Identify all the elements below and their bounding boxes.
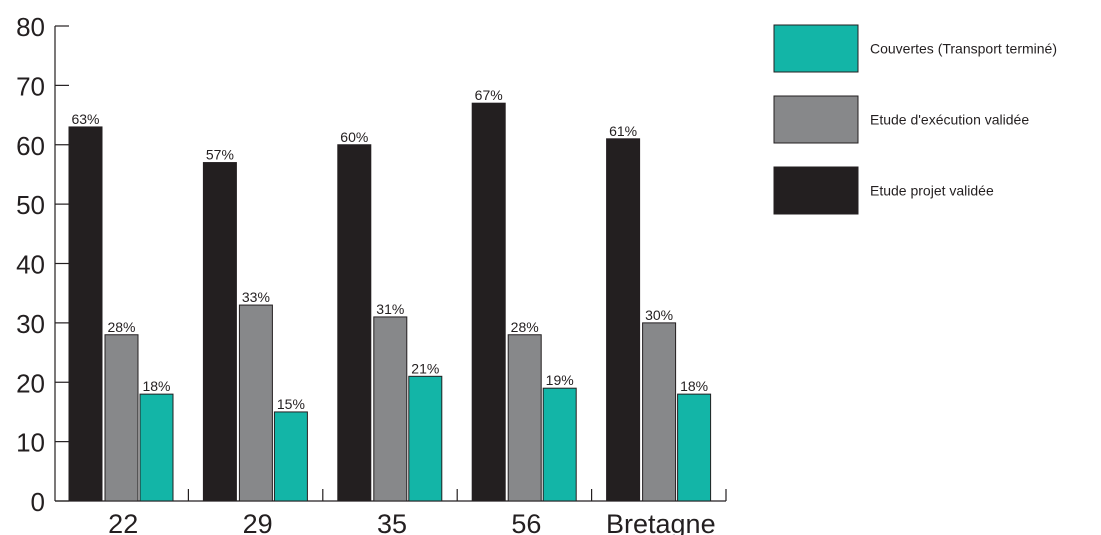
y-tick-label: 60 bbox=[16, 131, 45, 161]
data-label: 15% bbox=[277, 396, 305, 412]
data-label: 21% bbox=[411, 360, 439, 376]
x-tick-label: Bretagne bbox=[606, 509, 716, 535]
bar bbox=[104, 334, 139, 502]
data-label: 19% bbox=[546, 372, 574, 388]
y-tick-label: 80 bbox=[16, 12, 45, 42]
bar bbox=[373, 316, 408, 502]
data-label: 31% bbox=[376, 301, 404, 317]
data-label: 61% bbox=[609, 123, 637, 139]
legend-label: Couvertes (Transport terminé) bbox=[870, 41, 1057, 57]
bar bbox=[642, 322, 677, 502]
data-label: 63% bbox=[71, 111, 99, 127]
x-tick-label: 22 bbox=[108, 509, 138, 535]
y-tick-label: 50 bbox=[16, 190, 45, 220]
bar bbox=[606, 138, 641, 502]
y-tick-label: 0 bbox=[31, 487, 45, 517]
data-label: 67% bbox=[475, 87, 503, 103]
legend-label: Etude projet validée bbox=[870, 183, 994, 199]
bar bbox=[139, 393, 174, 502]
y-tick-label: 20 bbox=[16, 368, 45, 398]
data-label: 28% bbox=[107, 319, 135, 335]
legend-swatch bbox=[773, 95, 859, 144]
bar bbox=[408, 375, 443, 502]
legend-swatch bbox=[773, 166, 859, 215]
data-label: 60% bbox=[340, 129, 368, 145]
data-label: 18% bbox=[680, 378, 708, 394]
data-label: 57% bbox=[206, 147, 234, 163]
bar bbox=[507, 334, 542, 502]
x-tick-label: 35 bbox=[377, 509, 407, 535]
x-tick-label: 56 bbox=[511, 509, 541, 535]
data-label: 30% bbox=[645, 307, 673, 323]
bar bbox=[542, 387, 577, 502]
y-tick-label: 10 bbox=[16, 428, 45, 458]
x-tick-label: 29 bbox=[243, 509, 273, 535]
legend-label: Etude d'exécution validée bbox=[870, 112, 1029, 128]
bar bbox=[202, 162, 237, 502]
y-tick-label: 30 bbox=[16, 309, 45, 339]
y-tick-label: 40 bbox=[16, 250, 45, 280]
bar bbox=[273, 411, 308, 502]
bar bbox=[238, 304, 273, 502]
bar bbox=[471, 102, 506, 502]
y-tick-label: 70 bbox=[16, 71, 45, 101]
data-label: 18% bbox=[142, 378, 170, 394]
bar bbox=[337, 144, 372, 502]
bar bbox=[68, 126, 103, 502]
bar bbox=[677, 393, 712, 502]
data-label: 28% bbox=[511, 319, 539, 335]
legend-swatch bbox=[773, 24, 859, 73]
data-label: 33% bbox=[242, 289, 270, 305]
